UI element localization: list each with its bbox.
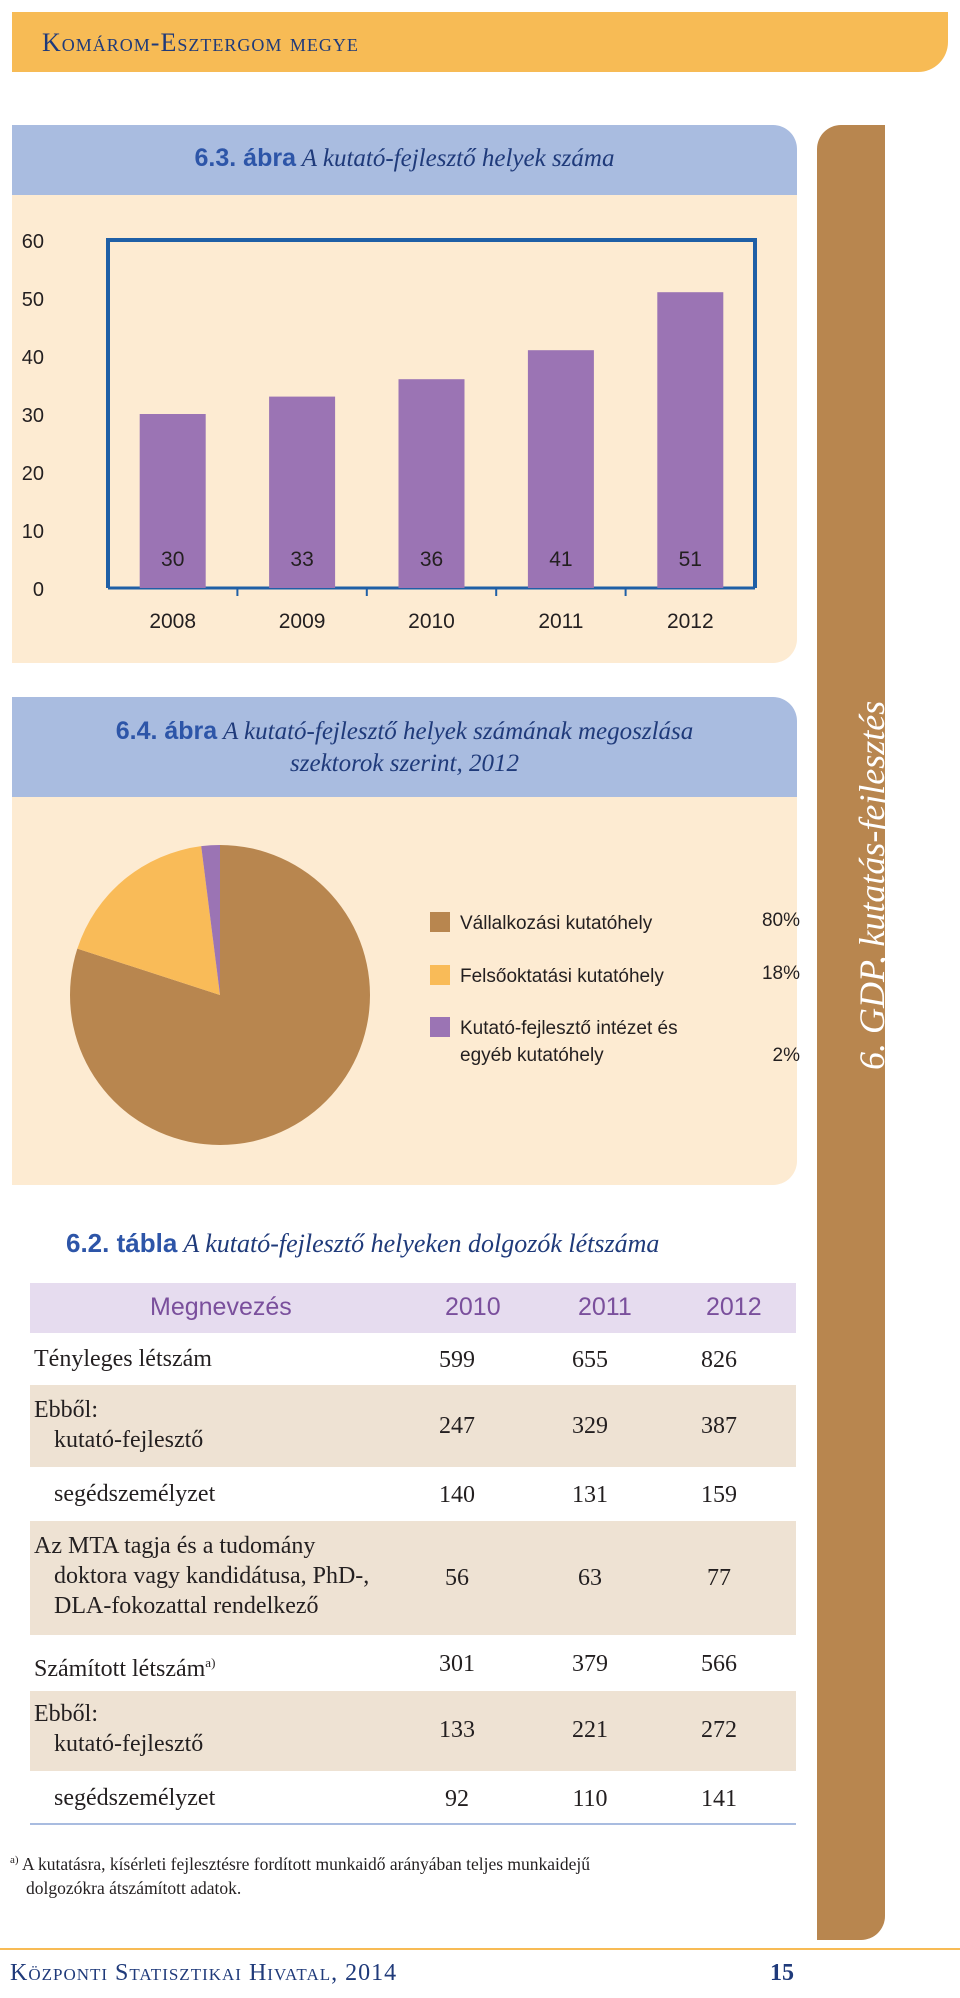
bar-value-label: 41 [549, 548, 572, 571]
x-tick-label: 2009 [279, 610, 326, 633]
cell-2011: 63 [578, 1565, 602, 1591]
footer-rule [0, 1948, 960, 1950]
y-tick-label: 20 [22, 463, 44, 485]
cell-2012: 566 [701, 1651, 737, 1677]
bar-value-label: 30 [161, 548, 184, 571]
cell-2012: 272 [701, 1717, 737, 1743]
cell-2010: 56 [445, 1565, 469, 1591]
pie-slice [77, 846, 220, 995]
cell-2011: 329 [572, 1413, 608, 1439]
table-row: Számított létszáma) 301 379 566 [30, 1635, 796, 1691]
x-tick-label: 2008 [149, 610, 196, 633]
bar-chart-title-band [12, 125, 797, 195]
cell-2010: 92 [445, 1786, 469, 1812]
cell-2010: 301 [439, 1651, 475, 1677]
legend-value: 2% [772, 1045, 800, 1066]
x-tick-label: 2010 [408, 610, 455, 633]
cell-2011: 221 [572, 1717, 608, 1743]
cell-2010: 140 [439, 1482, 475, 1508]
legend-value: 18% [761, 963, 800, 984]
bar [657, 292, 724, 588]
pie-slice [201, 845, 220, 995]
table-header-row: Megnevezés 2010 2011 2012 [30, 1283, 796, 1333]
bar-chart-title: 6.3. ábra A kutató-fejlesztő helyek szám… [194, 144, 615, 172]
table-row: Ebből: kutató-fejlesztő 247 329 387 [30, 1385, 796, 1467]
cell-2011: 379 [572, 1651, 608, 1677]
plot-frame [106, 238, 757, 588]
table-row: Tényleges létszám 599 655 826 [30, 1333, 796, 1385]
bar [398, 379, 465, 588]
bar-value-label: 33 [290, 548, 313, 571]
table-row: segédszemélyzet 140 131 159 [30, 1467, 796, 1521]
legend-label: Kutató-fejlesztő intézet és egyéb kutatóh… [460, 1018, 678, 1066]
cell-2010: 133 [439, 1717, 475, 1743]
cell-2010: 247 [439, 1413, 475, 1439]
legend-swatch [430, 965, 450, 985]
publisher-footer: Központi Statisztikai Hivatal, 2014 [10, 1960, 398, 1986]
row-label: Az MTA tagja és a tudomány doktora vagy … [34, 1533, 370, 1619]
cell-2012: 826 [701, 1347, 737, 1373]
table-footnote: a) A kutatásra, kísérleti fejlesztésre f… [10, 1853, 591, 1898]
column-header-2012: 2012 [706, 1293, 762, 1321]
row-label: Tényleges létszám [34, 1346, 212, 1372]
row-label: Ebből: kutató-fejlesztő [34, 1397, 204, 1453]
bar-chart: 0 10 20 30 40 50 60 30 2008 33 2009 36 2010 41 2011 51 2… [22, 231, 757, 633]
row-label: segédszemélyzet [54, 1481, 216, 1507]
y-tick-label: 10 [22, 521, 44, 543]
table-title: 6.2. tábla A kutató-fejlesztő helyeken d… [66, 1228, 660, 1258]
legend-value: 80% [761, 910, 800, 931]
cell-2011: 655 [572, 1347, 608, 1373]
legend-swatch [430, 1017, 450, 1037]
table-row: segédszemélyzet 92 110 141 [30, 1771, 796, 1823]
chapter-header-bar: Komárom-Esztergom megye [12, 12, 948, 72]
y-tick-label: 50 [22, 289, 44, 311]
table-row: Ebből: kutató-fejlesztő 133 221 272 [30, 1691, 796, 1771]
column-header-2010: 2010 [445, 1293, 501, 1321]
bar-value-label: 36 [420, 548, 443, 571]
x-tick-label: 2011 [538, 610, 583, 633]
county-title: Komárom-Esztergom megye [42, 28, 359, 57]
pie-chart-title: 6.4. ábra A kutató-fejlesztő helyek szám… [115, 717, 694, 777]
row-label: Ebből: kutató-fejlesztő [34, 1701, 204, 1757]
chapter-side-label: 6. GDP, kutatás-fejlesztés [852, 700, 892, 1070]
table-bottom-rule [30, 1823, 796, 1825]
y-tick-label: 0 [33, 579, 44, 601]
cell-2012: 141 [701, 1786, 737, 1812]
y-tick-label: 30 [22, 405, 44, 427]
cell-2012: 77 [707, 1565, 731, 1591]
legend-swatch [430, 912, 450, 932]
legend-label: Felsőoktatási kutatóhely [460, 966, 664, 987]
cell-2010: 599 [439, 1347, 475, 1373]
table-row: Az MTA tagja és a tudomány doktora vagy … [30, 1521, 796, 1635]
x-tick-label: 2012 [667, 610, 714, 633]
y-tick-label: 60 [22, 231, 44, 253]
cell-2012: 387 [701, 1413, 737, 1439]
cell-2012: 159 [701, 1482, 737, 1508]
bar-value-label: 51 [679, 548, 702, 571]
page-number: 15 [770, 1960, 794, 1986]
row-label: segédszemélyzet [54, 1785, 216, 1811]
column-header-2011: 2011 [578, 1293, 632, 1321]
row-label: Számított létszáma) [34, 1655, 216, 1682]
bar [139, 414, 206, 588]
bar [269, 396, 336, 588]
pie-chart-title-band [12, 697, 797, 797]
chapter-side-band [817, 125, 885, 1940]
cell-2011: 131 [572, 1482, 608, 1508]
column-header-name: Megnevezés [150, 1293, 292, 1321]
pie-chart [69, 845, 370, 1145]
bar [527, 350, 594, 588]
legend-label: Vállalkozási kutatóhely [460, 913, 653, 934]
y-tick-label: 40 [22, 347, 44, 369]
cell-2011: 110 [572, 1786, 608, 1812]
